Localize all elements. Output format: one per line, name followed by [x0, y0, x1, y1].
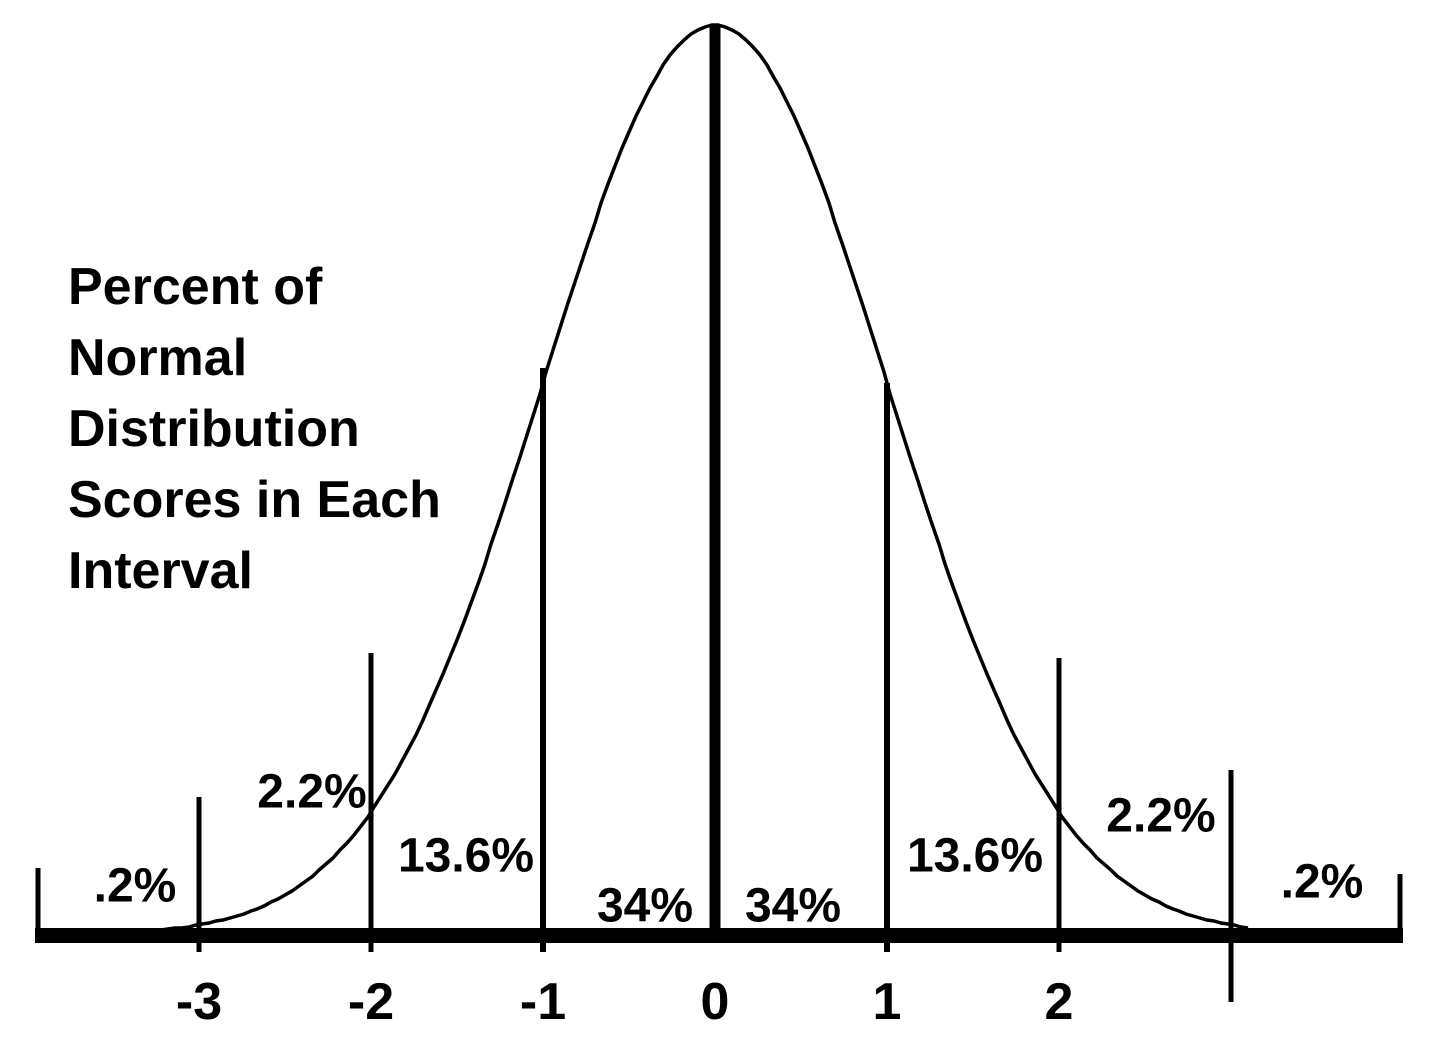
sd-line-1	[884, 383, 890, 952]
chart-title-line: Interval	[68, 542, 253, 600]
chart-title-line: Normal	[68, 329, 248, 387]
sd-line-3	[1228, 770, 1234, 1002]
interval-label--1-to-0: 34%	[596, 879, 694, 933]
axis-end-tick	[1397, 874, 1403, 943]
interval-label-1-to-2: 13.6%	[906, 829, 1044, 883]
x-tick-label--2: -2	[347, 973, 395, 1031]
chart-title-line: Scores in Each	[68, 471, 441, 529]
interval-label--3-to--2: 2.2%	[257, 765, 367, 819]
chart-title: Percent of Normal Distribution Scores in Ea…	[68, 252, 441, 607]
sd-line-0	[709, 26, 721, 943]
interval-label--2-to--1: 13.6%	[397, 829, 535, 883]
sd-line--3	[196, 797, 202, 952]
sd-line-2	[1056, 658, 1062, 952]
bell-curve-path	[147, 23, 1249, 933]
chart-title-line: Percent of	[68, 258, 323, 316]
x-tick-label--3: -3	[175, 973, 223, 1031]
x-tick-label-1: 1	[872, 973, 902, 1031]
x-tick-label--1: -1	[519, 973, 567, 1031]
chart-title-line: Distribution	[68, 400, 360, 458]
sd-line--1	[540, 368, 546, 952]
x-tick-label-2: 2	[1044, 973, 1074, 1031]
interval-label-above-3: .2%	[1280, 855, 1364, 909]
x-tick-label-0: 0	[700, 973, 730, 1031]
interval-label-0-to-1: 34%	[744, 879, 842, 933]
sd-line--2	[368, 653, 374, 952]
interval-label-2-to-3: 2.2%	[1106, 789, 1216, 843]
interval-label-below--3: .2%	[93, 859, 177, 913]
axis-end-tick	[35, 868, 41, 943]
